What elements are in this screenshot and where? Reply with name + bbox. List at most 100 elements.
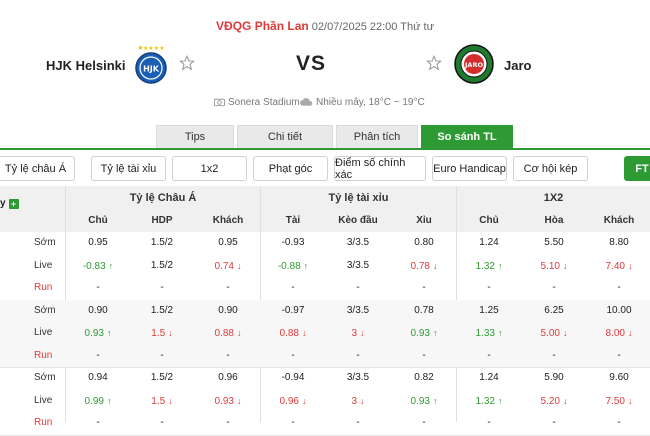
- filter-corners[interactable]: Phạt góc: [253, 156, 328, 181]
- row-label[interactable]: Run: [34, 282, 53, 293]
- odds-row-run[interactable]: Run - - - - - - - - -: [0, 277, 650, 300]
- tab-details[interactable]: Chi tiết: [237, 125, 333, 148]
- odds-row-live[interactable]: Live -0.83 ↑ 1.5/2 0.74 ↓ -0.88 ↑ 3/3.5 0.78 ↓ 1.32…: [0, 255, 650, 278]
- odds-value: 3/3.5: [326, 300, 390, 322]
- filter-double-chance[interactable]: Cơ hội kép: [513, 156, 588, 181]
- odds-value: -: [392, 345, 456, 367]
- odds-value-text: -: [552, 282, 556, 293]
- row-label[interactable]: Run: [34, 349, 53, 361]
- filter-1x2[interactable]: 1x2: [172, 156, 247, 181]
- odds-value: 1.33 ↑: [457, 322, 521, 345]
- odds-row-live[interactable]: Live 0.93 ↑ 1.5 ↓ 0.88 ↓ 0.88 ↓ 3 ↓ 0.93 ↑ 1.33 ↑ 5.00 ↓…: [0, 322, 650, 345]
- odds-value-text: 0.90: [218, 304, 238, 316]
- odds-value: -: [130, 345, 194, 367]
- odds-value: -0.83 ↑: [66, 255, 130, 278]
- odds-value: -: [326, 412, 390, 434]
- filter-asian-handicap[interactable]: Tỷ lệ châu Á: [0, 156, 75, 181]
- venue: Sonera Stadium: [214, 97, 300, 108]
- odds-value: 5.00 ↓: [522, 322, 586, 345]
- arrow-down-icon: ↓: [627, 328, 633, 338]
- match-tabs: Tips Chi tiết Phân tích So sánh TL: [156, 125, 516, 148]
- filter-correct-score[interactable]: Điểm số chính xác: [334, 156, 426, 181]
- filter-euro-handicap[interactable]: Euro Handicap: [432, 156, 507, 181]
- arrow-down-icon: ↓: [360, 328, 365, 338]
- column-header: HDP: [151, 215, 173, 226]
- odds-value: 5.90: [522, 367, 586, 389]
- odds-value: -: [66, 345, 130, 367]
- filter-ft[interactable]: FT: [624, 156, 650, 181]
- odds-value-text: -: [291, 349, 295, 361]
- odds-value: 8.00 ↓: [587, 322, 650, 345]
- odds-value-text: -: [487, 349, 491, 361]
- odds-value-text: 1.5: [151, 395, 166, 407]
- league-name[interactable]: VĐQG Phần Lan: [216, 19, 309, 33]
- odds-value: 0.93 ↑: [392, 322, 456, 345]
- odds-value: 6.25: [522, 300, 586, 322]
- odds-value: -0.94: [261, 367, 325, 389]
- group-header-row: y + Tỷ lệ Châu Á Tỷ lệ tài xỉu 1X2: [0, 186, 650, 210]
- odds-value-text: -: [96, 282, 100, 293]
- arrow-down-icon: ↓: [627, 260, 633, 271]
- odds-value: 0.90: [196, 300, 260, 322]
- tab-analysis[interactable]: Phân tích: [336, 125, 418, 148]
- odds-value-text: 0.95: [88, 237, 108, 248]
- odds-row-live[interactable]: Live 0.99 ↑ 1.5 ↓ 0.93 ↓ 0.96 ↓ 3 ↓ 0.93 ↑ 1.32 ↑ 5.20 ↓…: [0, 390, 650, 413]
- odds-row-early[interactable]: Sớm 0.94 1.5/2 0.96 -0.94 3/3.5 0.82 1.24 5.90 9.…: [0, 367, 650, 390]
- home-team-logo[interactable]: ★★★★★ HJK: [130, 43, 172, 85]
- tab-odds-compare[interactable]: So sánh TL: [421, 125, 513, 148]
- odds-value-text: 1.5/2: [150, 372, 174, 383]
- arrow-up-icon: ↑: [106, 395, 112, 406]
- odds-value-text: 5.10: [540, 260, 560, 272]
- tab-tips[interactable]: Tips: [156, 125, 234, 148]
- away-team-logo[interactable]: JARO: [453, 43, 495, 85]
- odds-value: 1.5/2: [130, 367, 194, 389]
- odds-value: 1.5/2: [130, 255, 194, 277]
- bookmaker-header[interactable]: y +: [0, 198, 19, 209]
- odds-value-text: 5.90: [544, 372, 564, 383]
- add-bookmaker-icon[interactable]: +: [8, 199, 19, 209]
- odds-row-run[interactable]: Run - - - - - - - - -: [0, 344, 650, 367]
- odds-value-text: 0.88: [214, 328, 234, 339]
- odds-row-early[interactable]: Sớm 0.90 1.5/2 0.90 -0.97 3/3.5 0.78 1.25 6.25 10…: [0, 299, 650, 322]
- odds-value: 5.10 ↓: [522, 255, 586, 278]
- odds-value-text: 0.82: [414, 372, 434, 383]
- odds-value: 7.50 ↓: [587, 390, 650, 413]
- bookmaker-header-label: y: [0, 198, 6, 209]
- odds-row-run[interactable]: Run - - - - - - - - -: [0, 412, 650, 435]
- favorite-away-star-icon[interactable]: [425, 54, 443, 76]
- odds-value-text: 0.93: [410, 395, 430, 407]
- odds-value-text: -: [356, 349, 360, 361]
- cloud-icon: [300, 98, 313, 106]
- odds-value: 5.20 ↓: [522, 390, 586, 413]
- odds-value-text: 3/3.5: [346, 372, 370, 383]
- away-team-name[interactable]: Jaro: [504, 58, 532, 73]
- odds-value-text: 0.94: [88, 372, 108, 383]
- venue-name: Sonera Stadium: [228, 97, 300, 108]
- odds-value-text: 0.93: [214, 395, 234, 407]
- odds-value: 1.24: [457, 232, 521, 254]
- arrow-down-icon: ↓: [168, 395, 173, 406]
- odds-row-early[interactable]: Sớm 0.95 1.5/2 0.95 -0.93 3/3.5 0.80 1.24 5.50 8.…: [0, 232, 650, 255]
- odds-value: 0.95: [66, 232, 130, 254]
- arrow-up-icon: ↑: [108, 260, 114, 271]
- home-team-name[interactable]: HJK Helsinki: [46, 58, 126, 73]
- odds-value-text: 1.25: [479, 304, 499, 316]
- odds-value: -: [261, 345, 325, 367]
- arrow-up-icon: ↑: [303, 260, 309, 271]
- odds-value: -: [457, 412, 521, 434]
- favorite-home-star-icon[interactable]: [178, 54, 196, 76]
- odds-value: -: [130, 277, 194, 299]
- odds-value-text: 8.00: [605, 328, 625, 339]
- odds-filter-bar: Tỷ lệ châu Á Tỷ lệ tài xỉu 1x2 Phạt góc …: [0, 156, 650, 181]
- column-header: Hòa: [544, 215, 564, 226]
- odds-value: -: [457, 345, 521, 367]
- row-label[interactable]: Run: [34, 417, 53, 428]
- odds-value-text: 0.99: [84, 395, 104, 407]
- odds-value-text: 0.95: [218, 237, 238, 248]
- odds-value: -: [392, 412, 456, 434]
- odds-value: 0.74 ↓: [196, 255, 260, 278]
- arrow-down-icon: ↓: [562, 328, 568, 338]
- filter-over-under[interactable]: Tỷ lệ tài xỉu: [91, 156, 166, 181]
- row-label: Sớm: [34, 237, 56, 248]
- odds-value-text: -: [160, 282, 164, 293]
